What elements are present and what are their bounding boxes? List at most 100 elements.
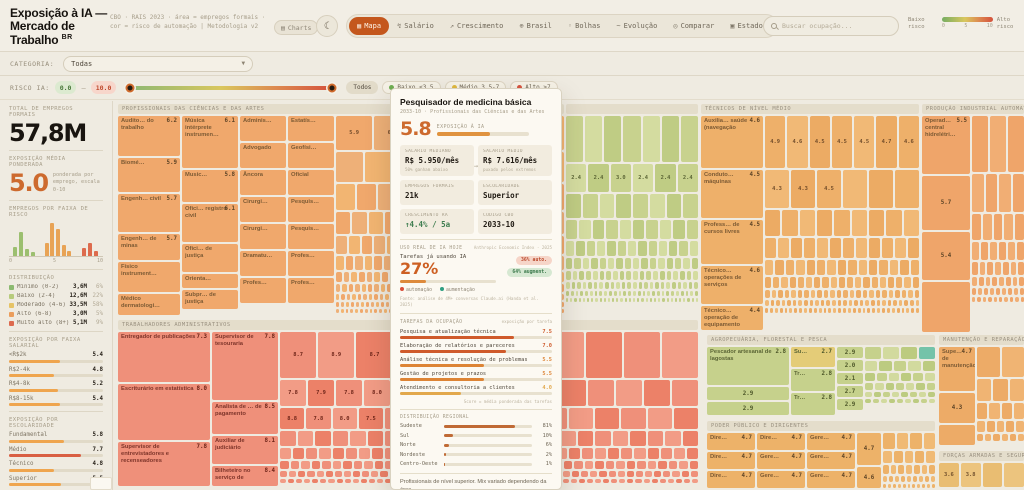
treemap-tile[interactable]	[781, 277, 788, 288]
treemap-tile[interactable]	[599, 258, 606, 269]
treemap-tile[interactable]	[626, 471, 634, 477]
treemap-tile[interactable]	[364, 461, 373, 469]
treemap-tile[interactable]	[346, 294, 351, 300]
treemap-tile[interactable]	[984, 288, 988, 295]
treemap-tile[interactable]	[686, 271, 692, 280]
nav-tab-sala-rio[interactable]: ↯ Salário	[389, 17, 442, 35]
treemap-tile[interactable]	[849, 290, 854, 298]
treemap-tile[interactable]	[320, 479, 327, 483]
treemap-tile[interactable]	[336, 212, 351, 234]
treemap-tile[interactable]: Escriturário em estatística 8.0	[118, 384, 210, 440]
treemap-tile[interactable]: Adminis…	[240, 116, 286, 141]
treemap-tile[interactable]	[619, 220, 632, 239]
treemap-tile[interactable]	[797, 290, 802, 298]
treemap-tile[interactable]	[814, 277, 821, 288]
treemap-tile[interactable]	[642, 291, 646, 296]
treemap-tile[interactable]	[852, 308, 856, 313]
treemap-tile[interactable]	[765, 308, 768, 313]
treemap-tile[interactable]: Pescador artesanal de lagostas 2.8	[707, 347, 789, 385]
slider-handle-max[interactable]	[327, 83, 337, 92]
treemap-tile[interactable]	[658, 298, 661, 302]
treemap-tile[interactable]	[662, 298, 665, 302]
treemap-tile[interactable]	[619, 271, 625, 280]
treemap-tile[interactable]	[659, 271, 665, 280]
treemap-tile[interactable]	[981, 242, 988, 260]
treemap-tile[interactable]	[990, 288, 994, 295]
treemap-tile[interactable]	[683, 282, 687, 289]
treemap-tile[interactable]	[921, 465, 928, 474]
treemap-tile[interactable]	[616, 298, 619, 302]
treemap-tile[interactable]	[351, 302, 354, 307]
treemap-tile[interactable]	[574, 298, 577, 302]
treemap-tile[interactable]	[561, 309, 564, 313]
treemap-tile[interactable]	[626, 461, 635, 469]
treemap-tile[interactable]	[1015, 214, 1024, 240]
treemap-tile[interactable]: Cirurgi…	[240, 197, 286, 222]
treemap-tile[interactable]	[895, 383, 905, 390]
treemap-tile[interactable]	[925, 476, 929, 482]
treemap-tile[interactable]	[633, 298, 636, 302]
treemap-tile[interactable]	[280, 471, 288, 477]
treemap-tile[interactable]	[683, 258, 690, 269]
treemap-tile[interactable]	[672, 380, 698, 406]
treemap-tile[interactable]	[804, 300, 808, 306]
treemap-tile[interactable]	[673, 271, 678, 280]
treemap-tile[interactable]	[885, 383, 894, 390]
treemap-tile[interactable]	[883, 392, 890, 397]
treemap-tile[interactable]	[681, 471, 689, 477]
treemap-tile[interactable]	[608, 471, 616, 477]
treemap-tile[interactable]	[906, 308, 910, 313]
treemap-tile[interactable]	[561, 302, 564, 307]
treemap-tile[interactable]	[563, 461, 572, 469]
treemap-tile[interactable]	[371, 471, 379, 477]
treemap-tile[interactable]	[911, 308, 915, 313]
treemap-tile[interactable]	[916, 308, 919, 313]
category-select[interactable]: Todas ▼	[63, 55, 254, 72]
treemap-tile[interactable]	[610, 282, 615, 289]
treemap-tile[interactable]: 2.9	[837, 399, 863, 410]
treemap-tile[interactable]: Orienta…	[182, 274, 238, 288]
treemap-tile[interactable]	[336, 302, 339, 307]
treemap-tile[interactable]	[679, 298, 682, 302]
treemap-tile[interactable]	[843, 308, 846, 313]
theme-toggle-button[interactable]: ☾	[316, 15, 338, 37]
treemap-tile[interactable]	[588, 282, 592, 289]
treemap-tile[interactable]	[566, 220, 578, 239]
treemap-tile[interactable]	[882, 308, 885, 313]
treemap-tile[interactable]: 5.9	[336, 116, 373, 150]
treemap-tile[interactable]	[989, 403, 1000, 419]
treemap-tile[interactable]	[336, 256, 344, 270]
treemap-tile[interactable]	[630, 431, 646, 446]
treemap-tile[interactable]	[343, 272, 350, 282]
treemap-tile[interactable]	[649, 258, 657, 269]
treemap-tile[interactable]: Music… 5.8	[182, 170, 238, 202]
treemap-tile[interactable]	[833, 308, 837, 313]
treemap-tile[interactable]	[1019, 277, 1024, 286]
treemap-tile[interactable]	[854, 300, 858, 306]
treemap-tile[interactable]	[903, 210, 919, 236]
treemap-tile[interactable]: 2.4	[566, 164, 587, 192]
treemap-tile[interactable]	[371, 302, 374, 307]
treemap-tile[interactable]	[784, 308, 788, 313]
treemap-tile[interactable]	[771, 290, 776, 298]
treemap-tile[interactable]	[348, 236, 360, 254]
treemap-tile[interactable]	[897, 399, 903, 403]
treemap-tile[interactable]	[632, 282, 637, 289]
treemap-tile[interactable]	[779, 308, 783, 313]
treemap-tile[interactable]	[578, 298, 581, 302]
treemap-tile[interactable]	[806, 277, 813, 288]
treemap-tile[interactable]	[769, 308, 773, 313]
treemap-tile[interactable]	[336, 294, 340, 300]
treemap-tile[interactable]	[586, 479, 594, 483]
treemap-tile[interactable]	[577, 431, 593, 446]
treemap-tile[interactable]	[627, 479, 634, 483]
treemap-tile[interactable]	[901, 308, 905, 313]
treemap-tile[interactable]	[607, 258, 615, 269]
treemap-tile[interactable]	[778, 290, 783, 298]
search-box[interactable]	[763, 16, 899, 36]
treemap-tile[interactable]	[895, 290, 900, 298]
treemap-tile[interactable]	[566, 298, 569, 302]
treemap-tile[interactable]	[882, 300, 886, 306]
treemap-tile[interactable]	[910, 392, 917, 397]
treemap-tile[interactable]	[1001, 347, 1024, 377]
